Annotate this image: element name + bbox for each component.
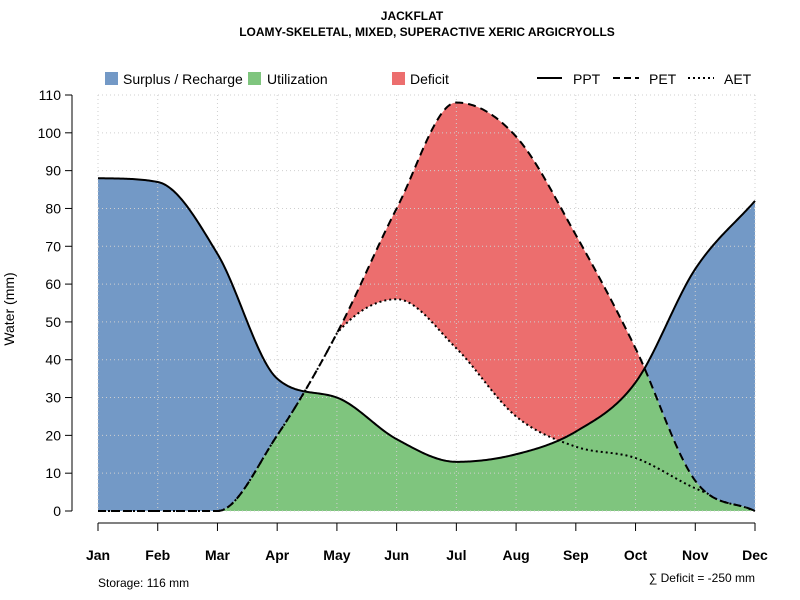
y-axis-label: Water (mm) bbox=[1, 272, 17, 345]
x-tick-label-jul: Jul bbox=[446, 547, 466, 563]
legend-swatch-utilization bbox=[248, 72, 261, 85]
deficit-annotation: ∑ Deficit = -250 mm bbox=[649, 571, 755, 585]
line-ppt bbox=[97, 177, 756, 463]
legend-label-ppt: PPT bbox=[573, 71, 601, 87]
y-tick-label-50: 50 bbox=[45, 314, 61, 330]
legend-label-aet: AET bbox=[724, 71, 752, 87]
x-tick-label-oct: Oct bbox=[624, 547, 648, 563]
y-tick-label-10: 10 bbox=[45, 465, 61, 481]
y-tick-label-40: 40 bbox=[45, 352, 61, 368]
y-tick-label-0: 0 bbox=[53, 503, 61, 519]
utilization-area bbox=[98, 368, 755, 511]
y-tick-label-90: 90 bbox=[45, 163, 61, 179]
legend-label-pet: PET bbox=[649, 71, 677, 87]
legend-label-surplus: Surplus / Recharge bbox=[123, 71, 243, 87]
surplus-area bbox=[98, 102, 755, 511]
legend-swatch-surplus bbox=[105, 72, 118, 85]
chart-subtitle: LOAMY-SKELETAL, MIXED, SUPERACTIVE XERIC… bbox=[239, 25, 615, 39]
storage-annotation: Storage: 116 mm bbox=[98, 576, 189, 590]
x-tick-label-dec: Dec bbox=[742, 547, 768, 563]
chart-title: JACKFLAT bbox=[381, 9, 444, 23]
y-tick-label-70: 70 bbox=[45, 238, 61, 254]
axes: 0 10 20 30 40 50 60 70 80 90 100 110 Jan Feb Mar Apr May… bbox=[38, 87, 768, 563]
y-tick-label-30: 30 bbox=[45, 390, 61, 406]
x-tick-label-jun: Jun bbox=[384, 547, 409, 563]
x-tick-label-feb: Feb bbox=[145, 547, 170, 563]
y-tick-label-100: 100 bbox=[38, 125, 62, 141]
gridlines bbox=[97, 94, 756, 512]
legend-label-deficit: Deficit bbox=[410, 71, 449, 87]
y-tick-label-20: 20 bbox=[45, 427, 61, 443]
legend: Surplus / Recharge Utilization Deficit P… bbox=[105, 71, 752, 87]
line-pet bbox=[98, 101, 756, 512]
line-aet bbox=[98, 298, 756, 512]
y-tick-label-80: 80 bbox=[45, 200, 61, 216]
x-tick-label-sep: Sep bbox=[563, 547, 589, 563]
x-tick-label-mar: Mar bbox=[205, 547, 230, 563]
x-tick-label-nov: Nov bbox=[682, 547, 709, 563]
x-tick-label-jan: Jan bbox=[86, 547, 110, 563]
x-tick-label-apr: Apr bbox=[265, 547, 290, 563]
x-tick-label-may: May bbox=[323, 547, 350, 563]
x-tick-label-aug: Aug bbox=[502, 547, 529, 563]
plot-areas bbox=[98, 102, 755, 511]
series-lines bbox=[97, 101, 756, 512]
deficit-area bbox=[98, 102, 755, 511]
y-tick-label-110: 110 bbox=[39, 87, 62, 103]
y-tick-label-60: 60 bbox=[45, 276, 61, 292]
legend-label-utilization: Utilization bbox=[267, 71, 328, 87]
legend-swatch-deficit bbox=[392, 72, 405, 85]
